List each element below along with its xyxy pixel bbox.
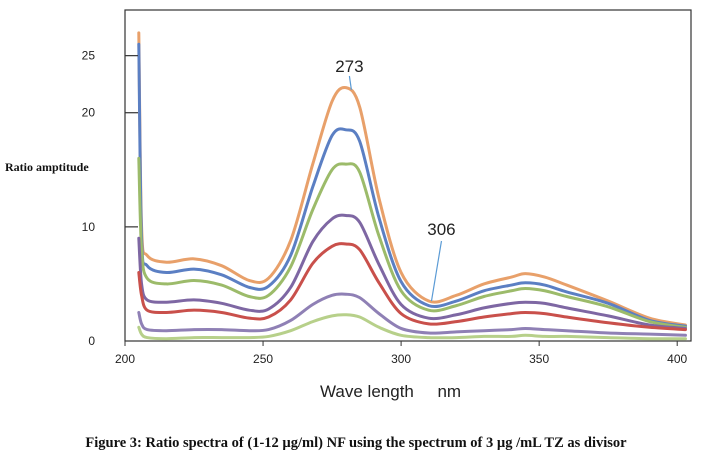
annotation-layer: 273 306 (335, 57, 456, 302)
x-axis-label: Wave length nm (320, 382, 461, 401)
annotation-label-306: 306 (427, 220, 455, 239)
y-tick-label-10: 10 (82, 220, 96, 234)
series-line-3 (137, 156, 687, 329)
x-tick-label-400: 400 (667, 352, 687, 366)
series-line-1 (137, 31, 687, 327)
series-line-2 (137, 42, 687, 328)
y-tick-label-20: 20 (82, 106, 96, 120)
series-line-4 (137, 213, 687, 330)
series-line-7 (137, 313, 687, 341)
annotation-leader-273 (348, 75, 352, 90)
annotation-label-273: 273 (335, 57, 363, 76)
x-tick-label-200: 200 (115, 352, 135, 366)
plot-frame (124, 9, 692, 342)
annotation-leader-306 (430, 240, 443, 302)
y-tick-label-25: 25 (82, 49, 96, 63)
x-tick-label-350: 350 (529, 352, 549, 366)
series-line-6 (137, 292, 687, 337)
y-axis-label: Ratio amptitude (5, 160, 89, 174)
series-layer (137, 31, 687, 341)
figure-caption: Figure 3: Ratio spectra of (1-12 µg/ml) … (85, 435, 627, 451)
x-tick-label-250: 250 (253, 352, 273, 366)
axis-layer: 200 250 300 350 400 0 10 20 25 (82, 49, 688, 366)
x-tick-label-300: 300 (391, 352, 411, 366)
series-line-5 (137, 242, 687, 332)
y-tick-label-0: 0 (88, 334, 95, 348)
